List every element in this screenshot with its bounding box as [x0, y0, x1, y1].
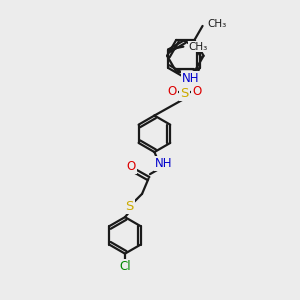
- Text: NH: NH: [154, 157, 172, 170]
- Text: Cl: Cl: [119, 260, 131, 272]
- Text: O: O: [167, 85, 177, 98]
- Text: CH₃: CH₃: [189, 42, 208, 52]
- Text: O: O: [127, 160, 136, 173]
- Text: O: O: [192, 85, 201, 98]
- Text: CH₃: CH₃: [207, 20, 226, 29]
- Text: S: S: [180, 87, 188, 100]
- Text: NH: NH: [182, 72, 200, 85]
- Text: S: S: [125, 200, 134, 213]
